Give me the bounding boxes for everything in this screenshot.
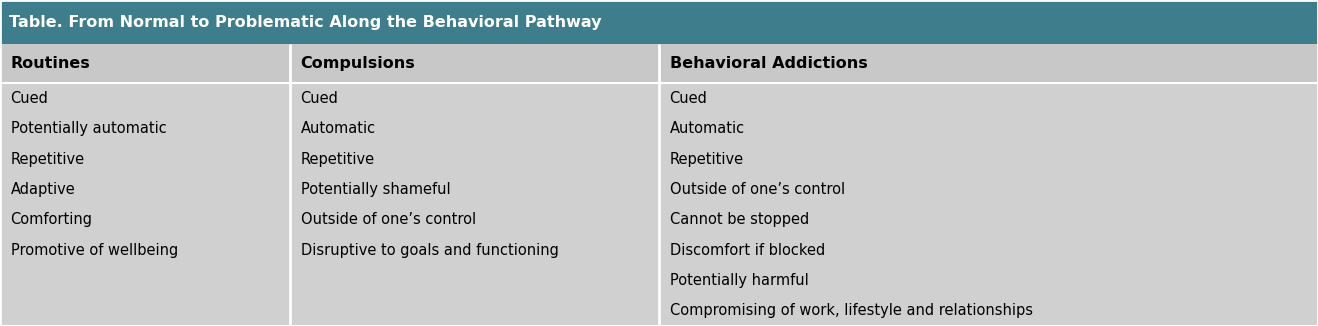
- Bar: [0, 83, 1318, 326]
- Text: Repetitive: Repetitive: [670, 152, 743, 167]
- Text: Repetitive: Repetitive: [11, 152, 84, 167]
- Text: Automatic: Automatic: [670, 121, 745, 136]
- Text: Disruptive to goals and functioning: Disruptive to goals and functioning: [301, 243, 559, 258]
- Text: Promotive of wellbeing: Promotive of wellbeing: [11, 243, 178, 258]
- Text: Potentially shameful: Potentially shameful: [301, 182, 451, 197]
- Bar: [0, 44, 1318, 83]
- Text: Behavioral Addictions: Behavioral Addictions: [670, 56, 867, 71]
- Text: Compromising of work, lifestyle and relationships: Compromising of work, lifestyle and rela…: [670, 303, 1032, 318]
- Text: Cued: Cued: [301, 91, 339, 106]
- Text: Outside of one’s control: Outside of one’s control: [670, 182, 845, 197]
- Text: Cannot be stopped: Cannot be stopped: [670, 212, 809, 227]
- Bar: [0, 0, 1318, 44]
- Text: Routines: Routines: [11, 56, 91, 71]
- Text: Compulsions: Compulsions: [301, 56, 415, 71]
- Text: Repetitive: Repetitive: [301, 152, 374, 167]
- Text: Potentially automatic: Potentially automatic: [11, 121, 166, 136]
- Text: Table. From Normal to Problematic Along the Behavioral Pathway: Table. From Normal to Problematic Along …: [9, 14, 602, 30]
- Text: Cued: Cued: [670, 91, 708, 106]
- Text: Adaptive: Adaptive: [11, 182, 75, 197]
- Text: Outside of one’s control: Outside of one’s control: [301, 212, 476, 227]
- Text: Cued: Cued: [11, 91, 49, 106]
- Text: Automatic: Automatic: [301, 121, 376, 136]
- Text: Comforting: Comforting: [11, 212, 92, 227]
- Text: Discomfort if blocked: Discomfort if blocked: [670, 243, 825, 258]
- Text: Potentially harmful: Potentially harmful: [670, 273, 808, 288]
